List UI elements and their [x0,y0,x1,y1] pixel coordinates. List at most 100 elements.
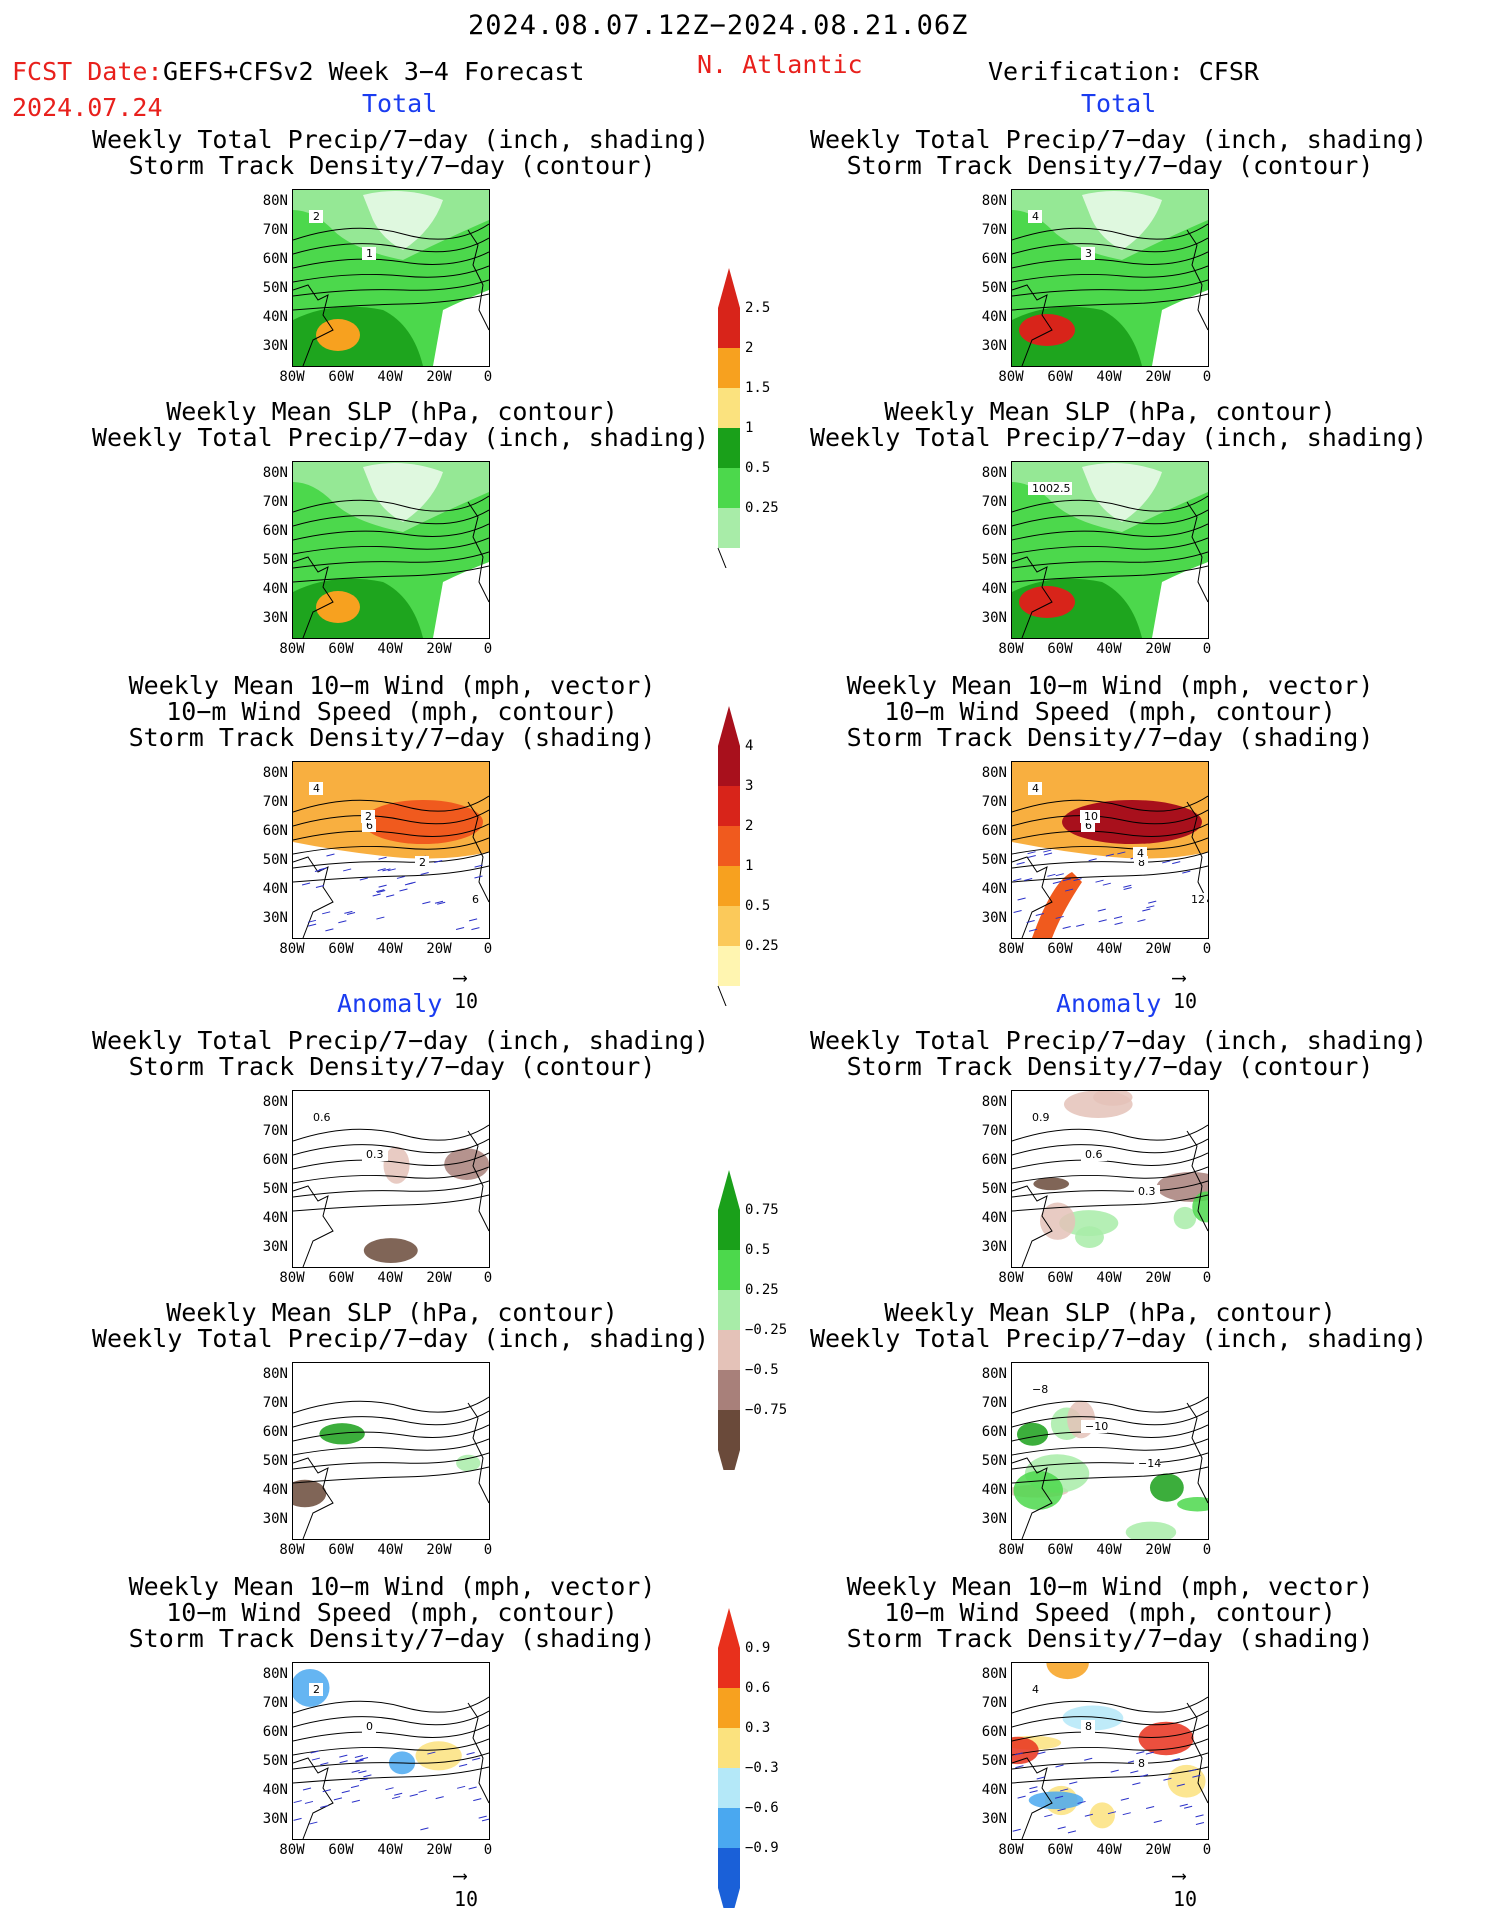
contour-label: 2 [313,1683,320,1696]
contour-line [293,1766,489,1784]
anomaly-background [293,1363,489,1539]
wind-vector [322,1789,331,1793]
wind-vector [307,919,317,923]
wind-vector [1110,1769,1119,1773]
longitude-label: 60W [328,369,354,385]
longitude-label: 80W [279,641,305,657]
wind-vector [363,1774,372,1778]
longitude-label: 40W [1096,369,1122,385]
longitude-label: 80W [279,1542,305,1558]
wind-vector [1044,1814,1053,1818]
longitude-label: 60W [328,941,354,957]
contour-label-bg [309,1111,335,1124]
colorbar-label: 0.5 [745,1242,771,1258]
contour-line [293,509,489,527]
wind-vector [301,882,311,886]
wind-vector [471,927,480,931]
contour-line [1012,279,1208,297]
verification-map-panel: 4 6 8 12 10 4 [1011,761,1209,939]
coastline [467,1130,489,1232]
contour-line [1012,865,1208,883]
wind-vector [1162,860,1171,864]
contour-label-bg [309,1683,323,1696]
wind-reference-vector: ⟶ 10 [454,965,478,1013]
anomaly-patch [415,1741,462,1771]
wind-vector [386,894,395,898]
contour-line [293,293,489,311]
wind-vector [1012,1828,1021,1832]
contour-label-bg [1080,810,1100,823]
reference-arrow-icon: ⟶ [1173,965,1186,989]
colorbar-bottom-triangle [718,1450,740,1470]
wind-vector [1114,922,1123,925]
latitude-label: 50N [981,852,1007,868]
wind-vector [1195,1814,1204,1818]
contour-line [1012,509,1208,527]
contour-line [1012,1766,1208,1784]
longitude-label: 60W [1047,1542,1073,1558]
latitude-label: 40N [981,581,1007,597]
longitude-label: 0 [483,641,493,657]
contour-line [1012,1738,1208,1756]
colorbar-label: −0.6 [745,1800,779,1816]
coastline [467,1402,489,1504]
wind-vector [1055,1764,1064,1768]
latitude-label: 30N [262,610,288,626]
greenland-region [1082,463,1162,522]
contour-label-bg [1081,1148,1107,1161]
colorbar-label: −0.3 [745,1760,779,1776]
wind-vector [455,926,465,930]
latitude-label: 70N [262,1395,288,1411]
wind-vector [407,881,416,885]
colorbar [718,1170,740,1470]
wind-vector [1015,1765,1024,1769]
contour-line [293,1752,489,1770]
map-graphic: 21 [293,190,489,366]
latitude-label: 80N [981,193,1007,209]
wind-vector [1120,1797,1129,1801]
latitude-label: 80N [981,1366,1007,1382]
longitude-label: 80W [998,1270,1024,1286]
contour-label: 1002.5 [1032,482,1071,495]
wind-vector [420,1827,429,1831]
colorbar-label: 0.3 [745,1720,771,1736]
colorbar-label: 4 [745,738,754,754]
colorbar-segment [718,1848,740,1888]
wind-vector [1067,1830,1077,1834]
storm-band-core [363,800,483,844]
wind-reference-vector: ⟶ 10 [1173,1863,1197,1911]
longitude-label: 80W [279,369,305,385]
longitude-label: 60W [328,641,354,657]
longitude-label: 0 [1202,941,1212,957]
contour-line [1012,565,1208,583]
wind-vector [437,901,446,905]
anomaly-patch [1039,1202,1076,1240]
wind-vector [350,1785,360,1789]
contour-label: 0 [366,1720,373,1733]
wind-vector [359,1778,368,1782]
latitude-label: 70N [981,794,1007,810]
latitude-label: 70N [981,1123,1007,1139]
latitude-label: 40N [981,881,1007,897]
longitude-label: 80W [279,941,305,957]
latitude-label: 80N [262,465,288,481]
colorbar [717,706,740,1006]
contour-label-bg [1028,1383,1048,1396]
contour-label: 2 [313,210,320,223]
wind-vector [326,853,335,857]
wind-vector [1027,851,1036,855]
wind-vector [1057,1826,1066,1830]
panel-title-line: Storm Track Density/7−day (contour) [846,1052,1374,1081]
forecast-map-panel: 0.6 0.3 [292,1090,490,1268]
panel-title-line: 10−m Wind Speed (mph, contour) [884,697,1336,726]
longitude-label: 0 [483,941,493,957]
longitude-label: 80W [279,1842,305,1858]
forecast-anomaly-label: Anomaly [337,989,443,1018]
africa-dry-region [1152,290,1208,366]
wind-vector [1137,919,1146,923]
wind-vector [339,1760,348,1764]
contour-line [293,537,489,555]
wind-vector [1064,888,1074,892]
